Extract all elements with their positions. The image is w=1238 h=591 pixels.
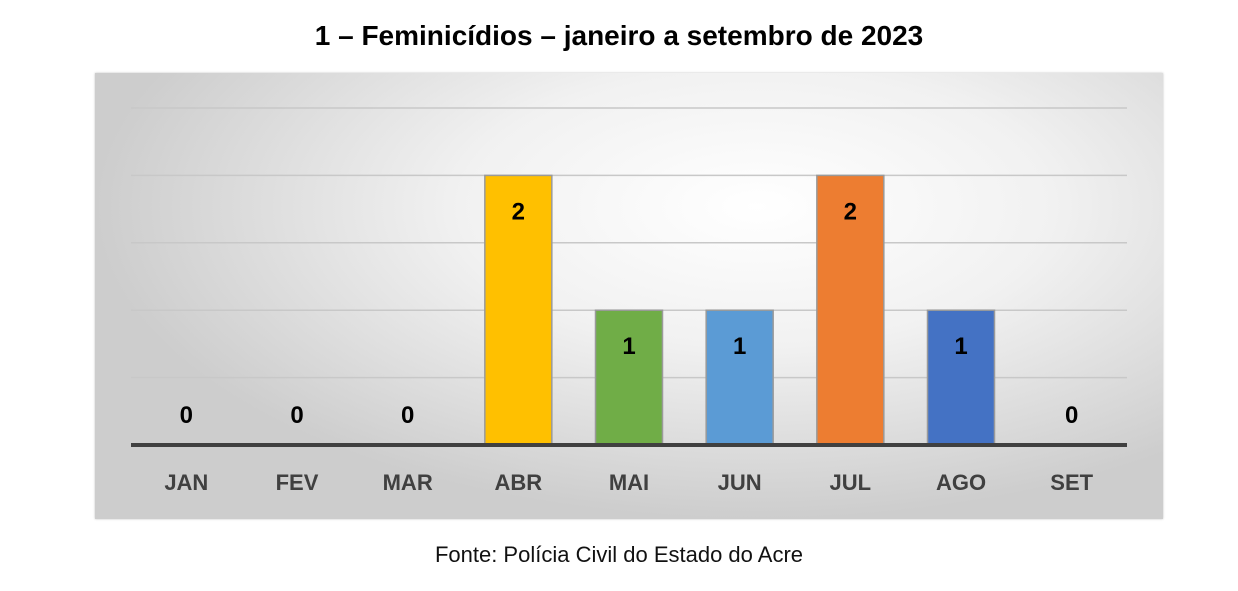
bar (484, 174, 553, 446)
data-label: 0 (180, 402, 193, 429)
data-label: 2 (844, 198, 857, 225)
data-label: 0 (1065, 402, 1078, 429)
bar-chart: 0 JAN 0 FEV 0 MAR 2 ABR 1 MAI 1 JUN 2 JUL 1 AGO 0 SET (131, 107, 1127, 495)
data-label: 1 (954, 333, 967, 360)
data-label: 1 (733, 333, 746, 360)
bar (705, 309, 774, 446)
chart-title: 1 – Feminicídios – janeiro a setembro de… (314, 20, 924, 51)
x-tick-label: JAN (164, 470, 208, 495)
data-label: 2 (512, 198, 525, 225)
x-tick-label: MAI (609, 470, 649, 495)
bar (926, 309, 996, 446)
data-label: 0 (401, 402, 414, 429)
chart-area: 0 JAN 0 FEV 0 MAR 2 ABR 1 MAI 1 JUN 2 JUL 1 AGO 0 SET (95, 73, 1163, 519)
data-label: 1 (622, 333, 635, 360)
chart-source: Fonte: Polícia Civil do Estado do Acre (434, 542, 804, 567)
x-tick-label: FEV (276, 470, 319, 495)
x-tick-label: JUL (830, 470, 872, 495)
x-tick-label: ABR (494, 470, 542, 495)
x-tick-label: JUN (718, 470, 762, 495)
bar (594, 309, 664, 446)
x-tick-label: AGO (936, 470, 986, 495)
x-tick-label: SET (1050, 470, 1093, 495)
data-label: 0 (290, 402, 303, 429)
x-tick-label: MAR (383, 470, 433, 495)
